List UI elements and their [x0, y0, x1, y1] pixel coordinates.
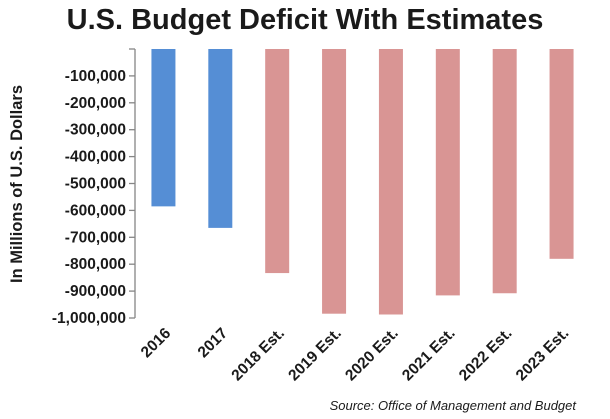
bar	[378, 49, 403, 315]
y-tick-label: -900,000	[65, 283, 126, 300]
y-tick-label: -500,000	[65, 176, 126, 193]
bar	[322, 49, 347, 314]
y-axis-label: In Millions of U.S. Dollars	[8, 85, 26, 283]
bars	[151, 49, 574, 315]
source-note: Source: Office of Management and Budget	[329, 398, 576, 413]
bar	[151, 49, 176, 207]
y-tick-label: -600,000	[65, 202, 126, 219]
x-tick-label: 2020 Est.	[342, 325, 402, 385]
x-tick-label: 2023 Est.	[513, 325, 573, 385]
y-tick-label: -200,000	[65, 95, 126, 112]
y-tick-label: -300,000	[65, 122, 126, 139]
x-tick-label: 2016	[138, 325, 175, 362]
bar	[549, 49, 574, 259]
y-axis: -100,000 -200,000 -300,000 -400,000 -500,000…	[52, 48, 136, 327]
y-tick-label: -800,000	[65, 256, 126, 273]
bar	[208, 49, 233, 228]
x-tick-label: 2018 Est.	[228, 325, 288, 385]
bar	[435, 49, 460, 296]
bar	[492, 49, 517, 294]
x-tick-label: 2019 Est.	[285, 325, 345, 385]
chart-title: U.S. Budget Deficit With Estimates	[66, 4, 544, 36]
x-tick-label: 2022 Est.	[456, 325, 516, 385]
y-tick-label: -1,000,000	[52, 310, 126, 327]
bar	[265, 49, 290, 274]
y-tick-label: -400,000	[65, 149, 126, 166]
y-tick-label: -100,000	[65, 68, 126, 85]
x-tick-label: 2021 Est.	[399, 325, 459, 385]
y-tick-label: -700,000	[65, 229, 126, 246]
x-tick-label: 2017	[195, 325, 231, 361]
